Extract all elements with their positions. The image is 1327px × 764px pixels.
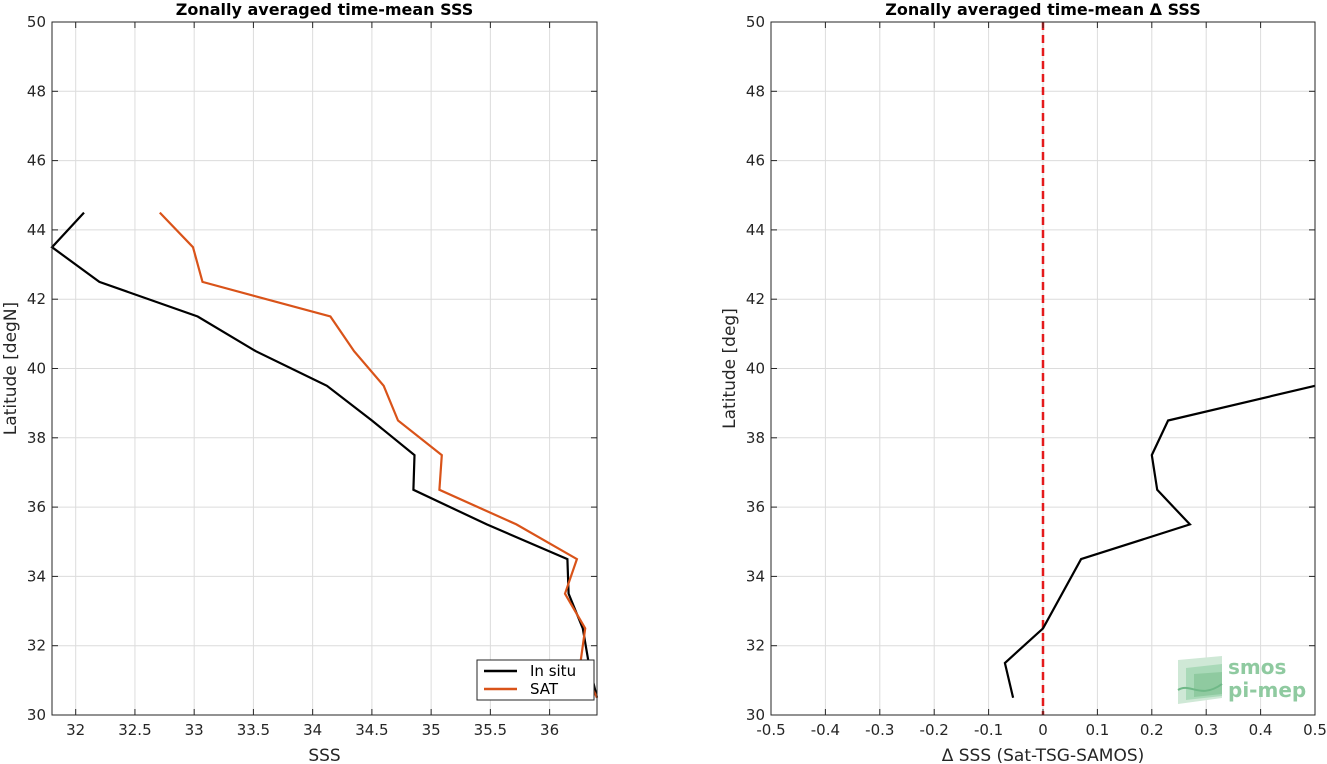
logo-text-smos: smos bbox=[1228, 655, 1286, 679]
sss-ticks: 32 32.5 33 33.5 34 34.5 35 35.5 36 30 32 34 36 38 40 42… bbox=[27, 13, 597, 739]
sss-x-tick-label: 34.5 bbox=[355, 721, 388, 739]
sss-x-axis-label: SSS bbox=[308, 746, 340, 764]
sss-y-tick-label: 38 bbox=[27, 429, 46, 447]
sss-x-tick-label: 32.5 bbox=[118, 721, 151, 739]
delta-y-tick-label: 46 bbox=[746, 152, 765, 170]
sss-y-tick-label: 42 bbox=[27, 290, 46, 308]
sss-chart-title: Zonally averaged time-mean SSS bbox=[176, 0, 474, 19]
sss-y-tick-label: 32 bbox=[27, 637, 46, 655]
sss-x-tick-label: 33 bbox=[185, 721, 204, 739]
sss-y-axis-label: Latitude [degN] bbox=[1, 302, 21, 435]
delta-y-tick-label: 50 bbox=[746, 13, 765, 31]
sss-panel: 32 32.5 33 33.5 34 34.5 35 35.5 36 30 32 34 36 38 40 42… bbox=[1, 0, 599, 764]
sss-grid bbox=[52, 21, 597, 716]
legend-label-sat: SAT bbox=[530, 680, 559, 698]
delta-y-tick-label: 30 bbox=[746, 706, 765, 724]
sss-x-tick-label: 36 bbox=[540, 721, 559, 739]
sss-x-tick-label: 34 bbox=[303, 721, 322, 739]
delta-sss-panel: -0.5 -0.4 -0.3 -0.2 -0.1 0 0.1 0.2 0.3 0.4 0.5 30 32… bbox=[720, 0, 1327, 764]
logo-mark-icon bbox=[1177, 656, 1223, 704]
delta-x-tick-label: 0.4 bbox=[1249, 721, 1273, 739]
smos-pi-mep-logo: smos pi-mep bbox=[1177, 655, 1306, 704]
sss-y-tick-label: 40 bbox=[27, 360, 46, 378]
delta-x-tick-label: 0 bbox=[1038, 721, 1048, 739]
sss-y-tick-label: 48 bbox=[27, 82, 46, 100]
delta-x-tick-label: -0.1 bbox=[974, 721, 1003, 739]
sss-y-tick-label: 30 bbox=[27, 706, 46, 724]
delta-y-tick-label: 48 bbox=[746, 82, 765, 100]
sss-x-tick-label: 33.5 bbox=[237, 721, 270, 739]
delta-series bbox=[1003, 384, 1316, 698]
delta-y-tick-label: 38 bbox=[746, 429, 765, 447]
logo-text-pi-mep: pi-mep bbox=[1228, 678, 1306, 702]
sss-legend: In situ SAT bbox=[476, 659, 595, 701]
legend-label-in-situ: In situ bbox=[530, 662, 576, 680]
sss-x-tick-label: 35.5 bbox=[474, 721, 507, 739]
sss-y-tick-label: 46 bbox=[27, 152, 46, 170]
sss-x-tick-label: 35 bbox=[422, 721, 441, 739]
delta-x-tick-label: 0.5 bbox=[1303, 721, 1327, 739]
sss-series-line-0 bbox=[50, 211, 599, 698]
delta-chart-title: Zonally averaged time-mean Δ SSS bbox=[885, 0, 1201, 19]
legend-box bbox=[476, 659, 595, 701]
delta-x-tick-label: -0.5 bbox=[756, 721, 785, 739]
delta-y-tick-label: 32 bbox=[746, 637, 765, 655]
delta-x-tick-label: 0.2 bbox=[1140, 721, 1164, 739]
delta-y-tick-label: 36 bbox=[746, 498, 765, 516]
delta-x-axis-label: Δ SSS (Sat-TSG-SAMOS) bbox=[942, 746, 1145, 764]
delta-y-axis-label: Latitude [deg] bbox=[720, 308, 740, 429]
sss-y-tick-label: 44 bbox=[27, 221, 46, 239]
delta-x-tick-label: -0.4 bbox=[811, 721, 840, 739]
delta-y-tick-label: 42 bbox=[746, 290, 765, 308]
delta-x-tick-label: 0.1 bbox=[1085, 721, 1109, 739]
sss-series-line-1 bbox=[159, 211, 598, 699]
delta-y-tick-label: 44 bbox=[746, 221, 765, 239]
delta-y-tick-label: 40 bbox=[746, 360, 765, 378]
delta-x-tick-label: -0.3 bbox=[865, 721, 894, 739]
sss-x-tick-label: 32 bbox=[66, 721, 85, 739]
delta-series-line-0 bbox=[1003, 384, 1316, 698]
sss-y-tick-label: 50 bbox=[27, 13, 46, 31]
sss-series bbox=[50, 211, 599, 699]
delta-x-tick-label: -0.2 bbox=[920, 721, 949, 739]
sss-y-tick-label: 34 bbox=[27, 567, 46, 585]
sss-y-tick-label: 36 bbox=[27, 498, 46, 516]
delta-ticks: -0.5 -0.4 -0.3 -0.2 -0.1 0 0.1 0.2 0.3 0.4 0.5 30 32… bbox=[746, 13, 1327, 739]
delta-y-tick-label: 34 bbox=[746, 567, 765, 585]
delta-x-tick-label: 0.3 bbox=[1194, 721, 1218, 739]
